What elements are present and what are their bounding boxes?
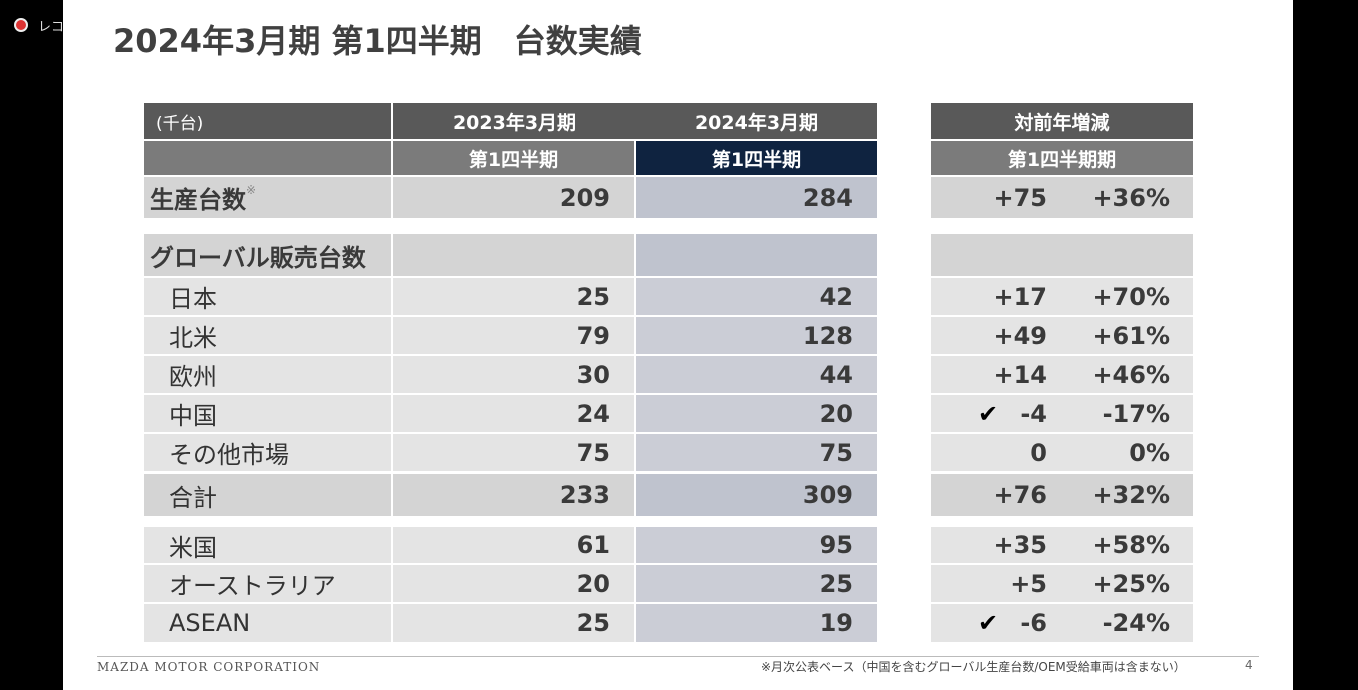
row-label: 米国 [144, 527, 391, 563]
curr-value: 284 [636, 177, 877, 218]
curr-value: 309 [636, 474, 877, 516]
diff-value: +5 [1010, 569, 1047, 598]
footnote: ※月次公表ベース（中国を含むグローバル生産台数/OEM受給車両は含まない） [761, 660, 1186, 674]
row-label: オーストラリア [144, 565, 391, 602]
diff-value: -4 [1020, 399, 1047, 428]
row-label-text: 合計 [169, 483, 217, 512]
footer-rule [97, 656, 1259, 657]
diff-value: +76 [993, 481, 1047, 509]
row-label-text: 欧州 [169, 363, 217, 391]
diff-value: +17 [993, 282, 1047, 311]
row-label: その他市場 [144, 434, 391, 471]
pct-value: +32% [1092, 481, 1170, 509]
curr-value: 42 [636, 278, 877, 315]
row-label: ASEAN [144, 604, 391, 642]
diff-value: +14 [993, 360, 1047, 389]
curr-value: 75 [636, 434, 877, 471]
diff-value: +49 [993, 321, 1047, 350]
row-label: 生産台数 ※ [144, 177, 391, 218]
prev-value: 233 [393, 474, 634, 516]
change-bg [931, 604, 1193, 642]
check-mark: ✔ [978, 609, 999, 637]
change-bg [931, 177, 1193, 218]
row-label: 日本 [144, 278, 391, 315]
row-label-text: グローバル販売台数 [150, 243, 366, 272]
recording-label: レコー [38, 20, 63, 35]
change-bg [931, 527, 1193, 563]
curr-value: 95 [636, 527, 877, 563]
prev-value: 61 [393, 527, 634, 563]
record-icon [14, 18, 28, 32]
row-label: 合計 [144, 474, 391, 516]
pct-value: 0% [1129, 438, 1170, 467]
header-unit: (千台) [144, 103, 391, 139]
prev-value: 20 [393, 565, 634, 602]
pct-value: +46% [1092, 360, 1170, 389]
row-label: 北米 [144, 317, 391, 354]
row-label: 欧州 [144, 356, 391, 393]
header-prev-sub: 第1四半期 [393, 141, 634, 175]
curr-value: 44 [636, 356, 877, 393]
row-label-text: オーストラリア [169, 572, 336, 600]
row-label: 中国 [144, 395, 391, 432]
page-number: 4 [1245, 658, 1253, 672]
curr-value [636, 234, 877, 276]
prev-value: 209 [393, 177, 634, 218]
row-label-text: 生産台数 [150, 186, 246, 214]
header-prev: 2023年3月期 [393, 103, 636, 139]
header-curr-sub: 第1四半期 [636, 141, 877, 175]
change-bg [931, 395, 1193, 432]
change-bg [931, 434, 1193, 471]
change-bg [931, 278, 1193, 315]
row-label-text: 日本 [169, 285, 217, 313]
prev-value: 25 [393, 604, 634, 642]
pct-value: +36% [1092, 183, 1170, 212]
diff-value: 0 [1030, 438, 1047, 467]
curr-value: 25 [636, 565, 877, 602]
curr-value: 20 [636, 395, 877, 432]
change-bg [931, 234, 1193, 276]
curr-value: 19 [636, 604, 877, 642]
pct-value: +70% [1092, 282, 1170, 311]
row-label: グローバル販売台数 [144, 234, 391, 276]
change-bg [931, 565, 1193, 602]
diff-value: +75 [993, 183, 1047, 212]
prev-value: 75 [393, 434, 634, 471]
pct-value: +25% [1092, 569, 1170, 598]
header-curr: 2024年3月期 [636, 103, 877, 139]
header-change: 対前年増減 [931, 103, 1193, 139]
row-label-text: ASEAN [169, 609, 251, 637]
header-blank [144, 141, 391, 175]
change-bg [931, 317, 1193, 354]
diff-value: -6 [1020, 609, 1047, 637]
curr-value: 128 [636, 317, 877, 354]
row-label-text: 中国 [169, 402, 217, 430]
prev-value: 30 [393, 356, 634, 393]
prev-value: 79 [393, 317, 634, 354]
row-label-text: 米国 [169, 533, 217, 562]
row-label-text: その他市場 [169, 441, 289, 469]
row-label-text: 北米 [169, 324, 217, 352]
slide-title: 2024年3月期 第1四半期 台数実績 [113, 22, 642, 60]
pct-value: +58% [1092, 531, 1170, 559]
change-bg [931, 474, 1193, 516]
note-mark: ※ [246, 183, 257, 197]
prev-value: 25 [393, 278, 634, 315]
diff-value: +35 [993, 531, 1047, 559]
prev-value [393, 234, 634, 276]
pct-value: -24% [1102, 609, 1170, 637]
prev-value: 24 [393, 395, 634, 432]
change-bg [931, 356, 1193, 393]
pct-value: +61% [1092, 321, 1170, 350]
brand: MAZDA MOTOR CORPORATION [97, 660, 321, 674]
pct-value: -17% [1102, 399, 1170, 428]
check-mark: ✔ [978, 399, 999, 428]
header-change-sub: 第1四半期期 [931, 141, 1193, 175]
